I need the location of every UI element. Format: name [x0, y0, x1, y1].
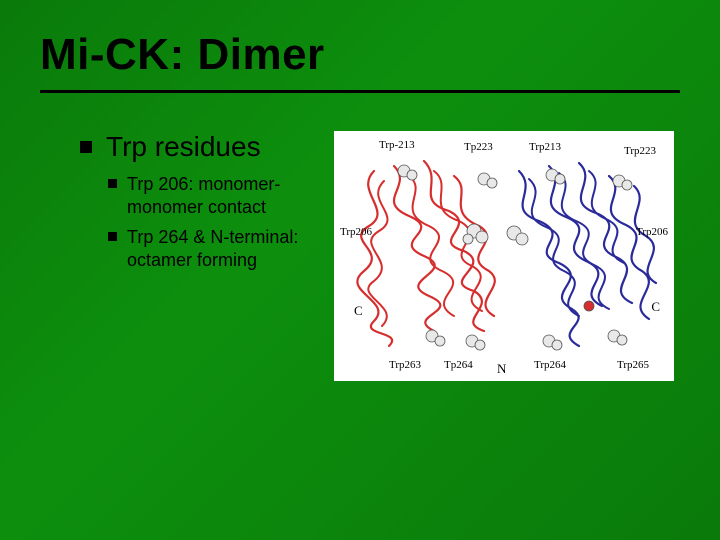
residue-label: Trp265	[617, 359, 649, 371]
slide: Mi-CK: Dimer Trp residues Trp 206: monom…	[0, 0, 720, 540]
protein-dimer-figure: Trp-213 Tp223 Trp213 Trp223 Trp206 Trp20…	[334, 131, 674, 381]
residue-label: Trp263	[389, 359, 421, 371]
residue-label: Trp264	[534, 359, 566, 371]
sub-bullet-list: Trp 206: monomer-monomer contact Trp 264…	[80, 173, 320, 271]
ribbon-diagram-svg	[334, 131, 674, 381]
bullet-level2: Trp 206: monomer-monomer contact	[108, 173, 320, 218]
terminus-label: C	[651, 299, 660, 315]
terminus-label: C	[354, 303, 363, 319]
square-bullet-icon	[80, 141, 92, 153]
bullet-level2: Trp 264 & N-terminal: octamer forming	[108, 226, 320, 271]
content-row: Trp residues Trp 206: monomer-monomer co…	[40, 131, 680, 381]
residue-label: Trp213	[529, 141, 561, 153]
bullet-l1-text: Trp residues	[106, 131, 261, 163]
residue-label: Trp223	[624, 145, 656, 157]
text-column: Trp residues Trp 206: monomer-monomer co…	[40, 131, 320, 381]
bullet-l2-text: Trp 206: monomer-monomer contact	[127, 173, 320, 218]
residue-label: Trp-213	[379, 139, 415, 151]
residue-label: Tp223	[464, 141, 493, 153]
terminus-label: N	[497, 361, 506, 377]
bullet-l2-text: Trp 264 & N-terminal: octamer forming	[127, 226, 320, 271]
residue-label: Trp206	[340, 226, 372, 238]
square-bullet-icon	[108, 232, 117, 241]
residue-label: Tp264	[444, 359, 473, 371]
square-bullet-icon	[108, 179, 117, 188]
bullet-level1: Trp residues	[80, 131, 320, 163]
slide-title: Mi-CK: Dimer	[40, 30, 680, 93]
residue-label: Trp206	[636, 226, 668, 238]
